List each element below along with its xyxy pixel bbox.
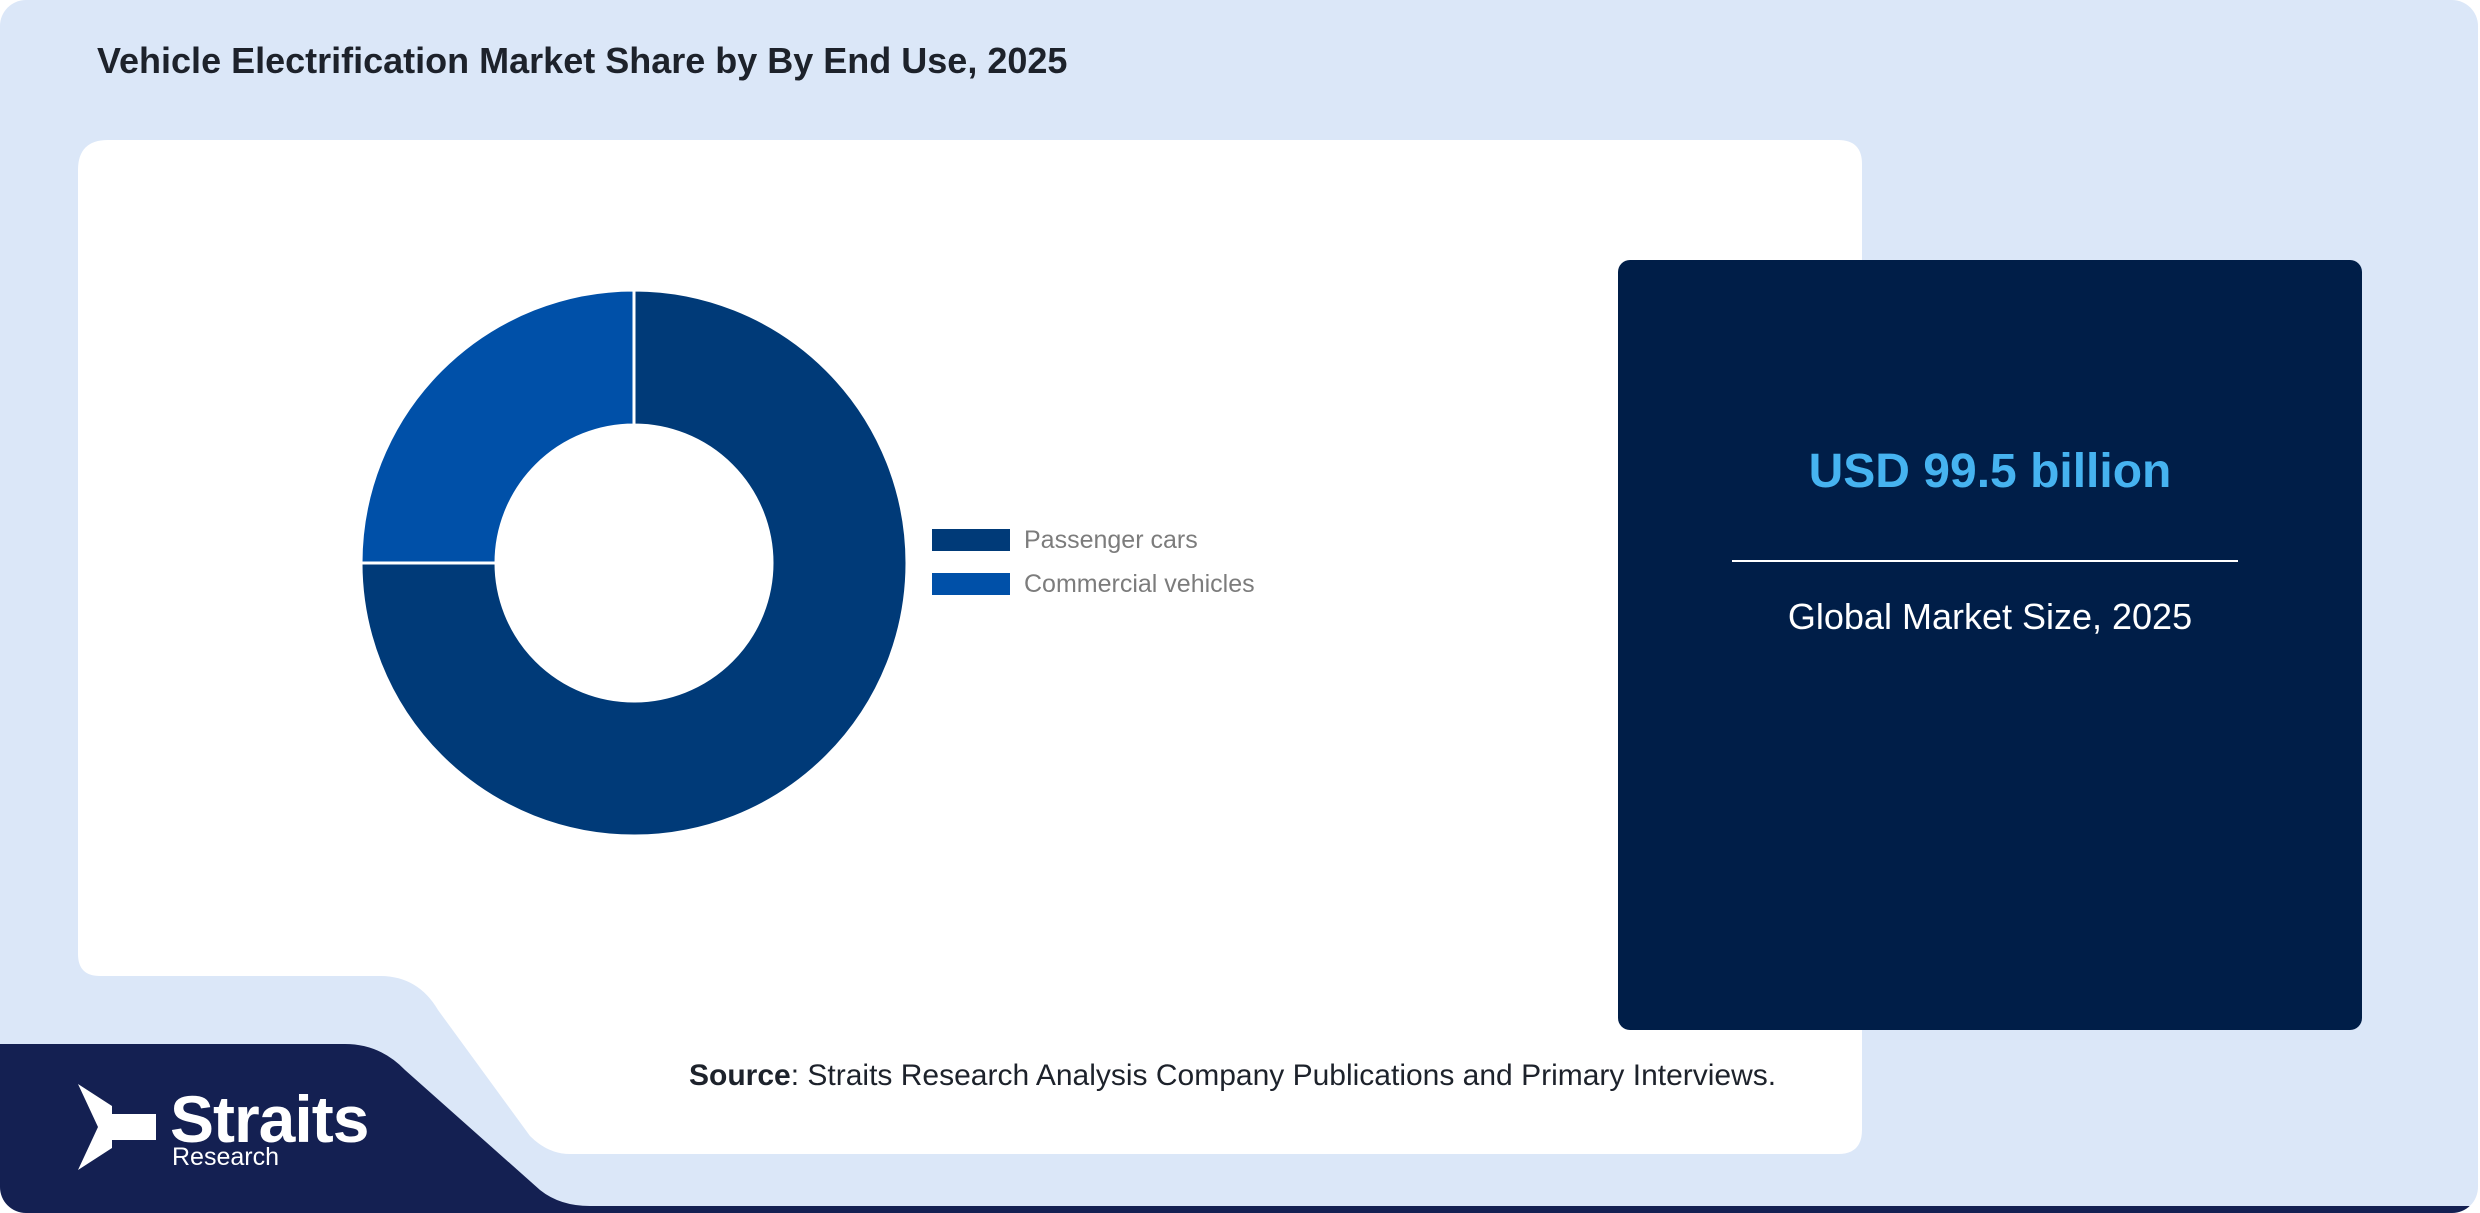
footer-band (0, 1044, 2478, 1213)
source-text: : Straits Research Analysis Company Publ… (790, 1059, 1777, 1092)
legend-item: Commercial vehicles (932, 562, 1255, 606)
market-size-value: USD 99.5 billion (1808, 445, 2172, 498)
source-note: Source: Straits Research Analysis Compan… (689, 1059, 1776, 1093)
divider (1732, 560, 2238, 562)
market-size-card: USD 99.5 billion Global Market Size, 202… (1618, 260, 2362, 1030)
source-label: Source (689, 1059, 791, 1092)
page-title: Vehicle Electrification Market Share by … (97, 40, 1068, 81)
legend-swatch (932, 573, 1010, 595)
chart-legend: Passenger cars Commercial vehicles (932, 518, 1255, 606)
legend-item: Passenger cars (932, 518, 1255, 562)
arrow-chevron-logo-icon (78, 1084, 156, 1170)
donut-slice-passenger-cars (359, 288, 909, 838)
donut-chart (359, 288, 909, 838)
market-size-caption: Global Market Size, 2025 (1787, 596, 2193, 637)
legend-swatch (932, 529, 1010, 551)
legend-label: Passenger cars (1024, 525, 1198, 554)
brand-name: Straits (170, 1082, 369, 1156)
donut-slice-commercial-vehicles (359, 288, 636, 565)
legend-label: Commercial vehicles (1024, 569, 1255, 598)
brand-subtitle: Research (172, 1143, 279, 1171)
